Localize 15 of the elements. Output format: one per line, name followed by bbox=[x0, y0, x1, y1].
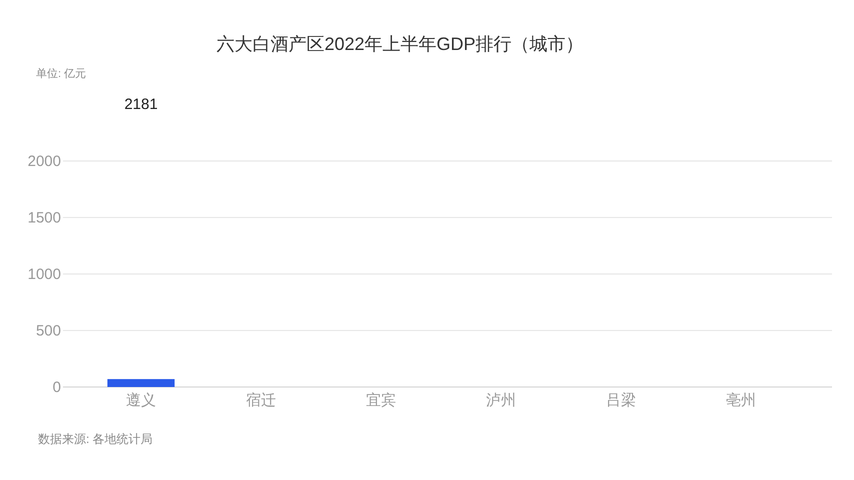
y-tick-label: 1000 bbox=[28, 266, 61, 282]
y-tick-label: 500 bbox=[36, 322, 61, 339]
x-tick-label: 吕梁 bbox=[606, 392, 636, 408]
source-note: 数据来源: 各地统计局 bbox=[38, 432, 153, 446]
x-tick-label: 宜宾 bbox=[366, 392, 396, 408]
text: 2181 bbox=[124, 96, 158, 112]
x-tick-label: 亳州 bbox=[726, 392, 756, 408]
text: 单位: 亿元 bbox=[36, 67, 86, 80]
y-tick-label: 0 bbox=[52, 378, 61, 396]
x-tick-label: 泸州 bbox=[486, 392, 516, 408]
x-tick-label: 宿迁 bbox=[246, 392, 276, 408]
x-tick-label: 遵义 bbox=[126, 392, 156, 408]
chart-title: 六大白酒产区2022年上半年GDP排行（城市） bbox=[216, 34, 584, 54]
y-tick-label: 1500 bbox=[28, 209, 61, 226]
y-tick-label: 2000 bbox=[28, 152, 61, 170]
